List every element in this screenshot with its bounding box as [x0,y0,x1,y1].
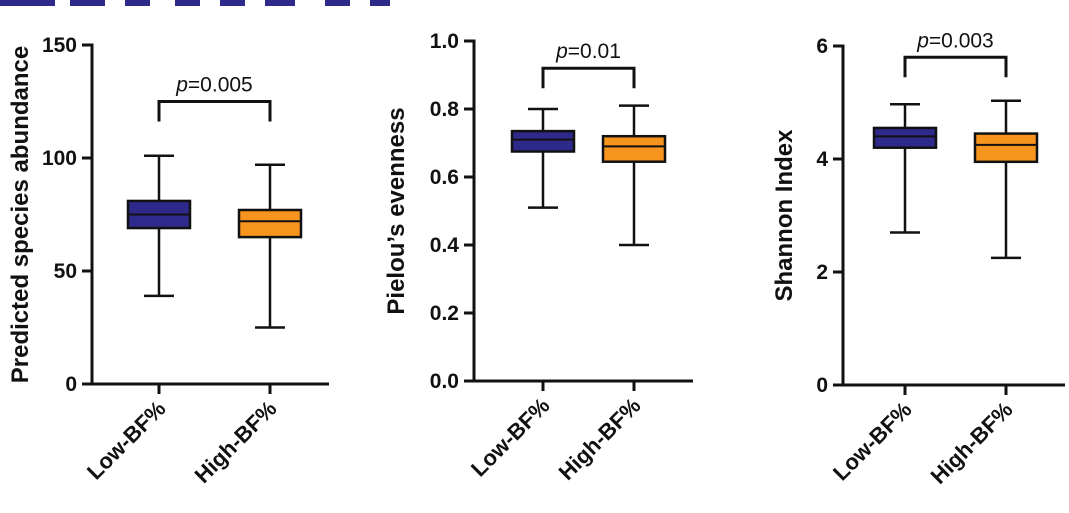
p-value-number: =0.01 [568,40,621,63]
banner-strip-6 [265,0,295,6]
significance-bracket [903,55,1008,78]
y-tick-label: 4 [816,148,828,171]
y-tick-label: 50 [54,260,77,283]
banner-strip-8 [370,0,390,6]
panel-shannon-index: 0 2 4 6 Low-BF% High-BF% Shannon Index p=0.003 [771,29,1065,489]
p-value-symbol: p [555,40,568,63]
y-axis-title: Shannon Index [771,129,798,302]
x-category-label: High-BF% [554,393,646,485]
y-tick-label: 150 [42,34,77,57]
banner-strip-2 [70,0,105,6]
y-tick-label: 0.6 [430,166,459,189]
panel-pielou-evenness: 0.0 0.2 0.4 0.6 0.8 1.0 Low-BF% High-BF% Pielou’… [383,30,693,485]
y-tick-label: 0.4 [430,234,460,257]
header-banner-remnant [0,0,390,6]
y-axis-title: Pielou’s evenness [383,107,410,314]
y-tick-label: 0.8 [430,98,460,121]
panel-species-abundance: 0 50 100 150 Low-BF% High-BF% Predicted specie… [7,34,329,488]
p-value-label: p=0.01 [555,40,621,63]
box-high-bf [601,134,667,163]
x-category-label: High-BF% [190,396,282,488]
y-tick-label: 2 [816,261,828,284]
x-category-label: Low-BF% [466,393,555,482]
p-value-symbol: p [175,74,188,97]
box-high-bf [973,132,1039,164]
y-tick-label: 0.0 [430,370,459,393]
significance-bracket [541,66,636,89]
y-tick-label: 6 [816,35,828,58]
banner-strip-7 [325,0,350,6]
y-tick-label: 1.0 [430,30,459,53]
box-high-bf [237,208,303,239]
p-value-number: =0.003 [929,29,994,52]
p-value-number: =0.005 [188,74,253,97]
banner-strip-5 [220,0,245,6]
x-category-label: High-BF% [926,397,1018,489]
x-category-label: Low-BF% [828,397,917,486]
banner-strip-1 [0,0,55,6]
banner-strip-4 [175,0,200,6]
box-low-bf [872,126,938,149]
p-value-symbol: p [916,29,929,52]
y-tick-label: 100 [42,147,77,170]
banner-strip-3 [125,0,150,6]
x-category-label: Low-BF% [82,396,171,485]
y-tick-label: 0.2 [430,302,459,325]
p-value-label: p=0.005 [175,74,253,97]
box-low-bf [510,129,576,153]
p-value-label: p=0.003 [916,29,994,52]
y-tick-label: 0 [816,374,828,397]
significance-bracket [157,100,272,122]
y-tick-label: 0 [65,373,77,396]
y-axis-title: Predicted species abundance [7,46,34,383]
